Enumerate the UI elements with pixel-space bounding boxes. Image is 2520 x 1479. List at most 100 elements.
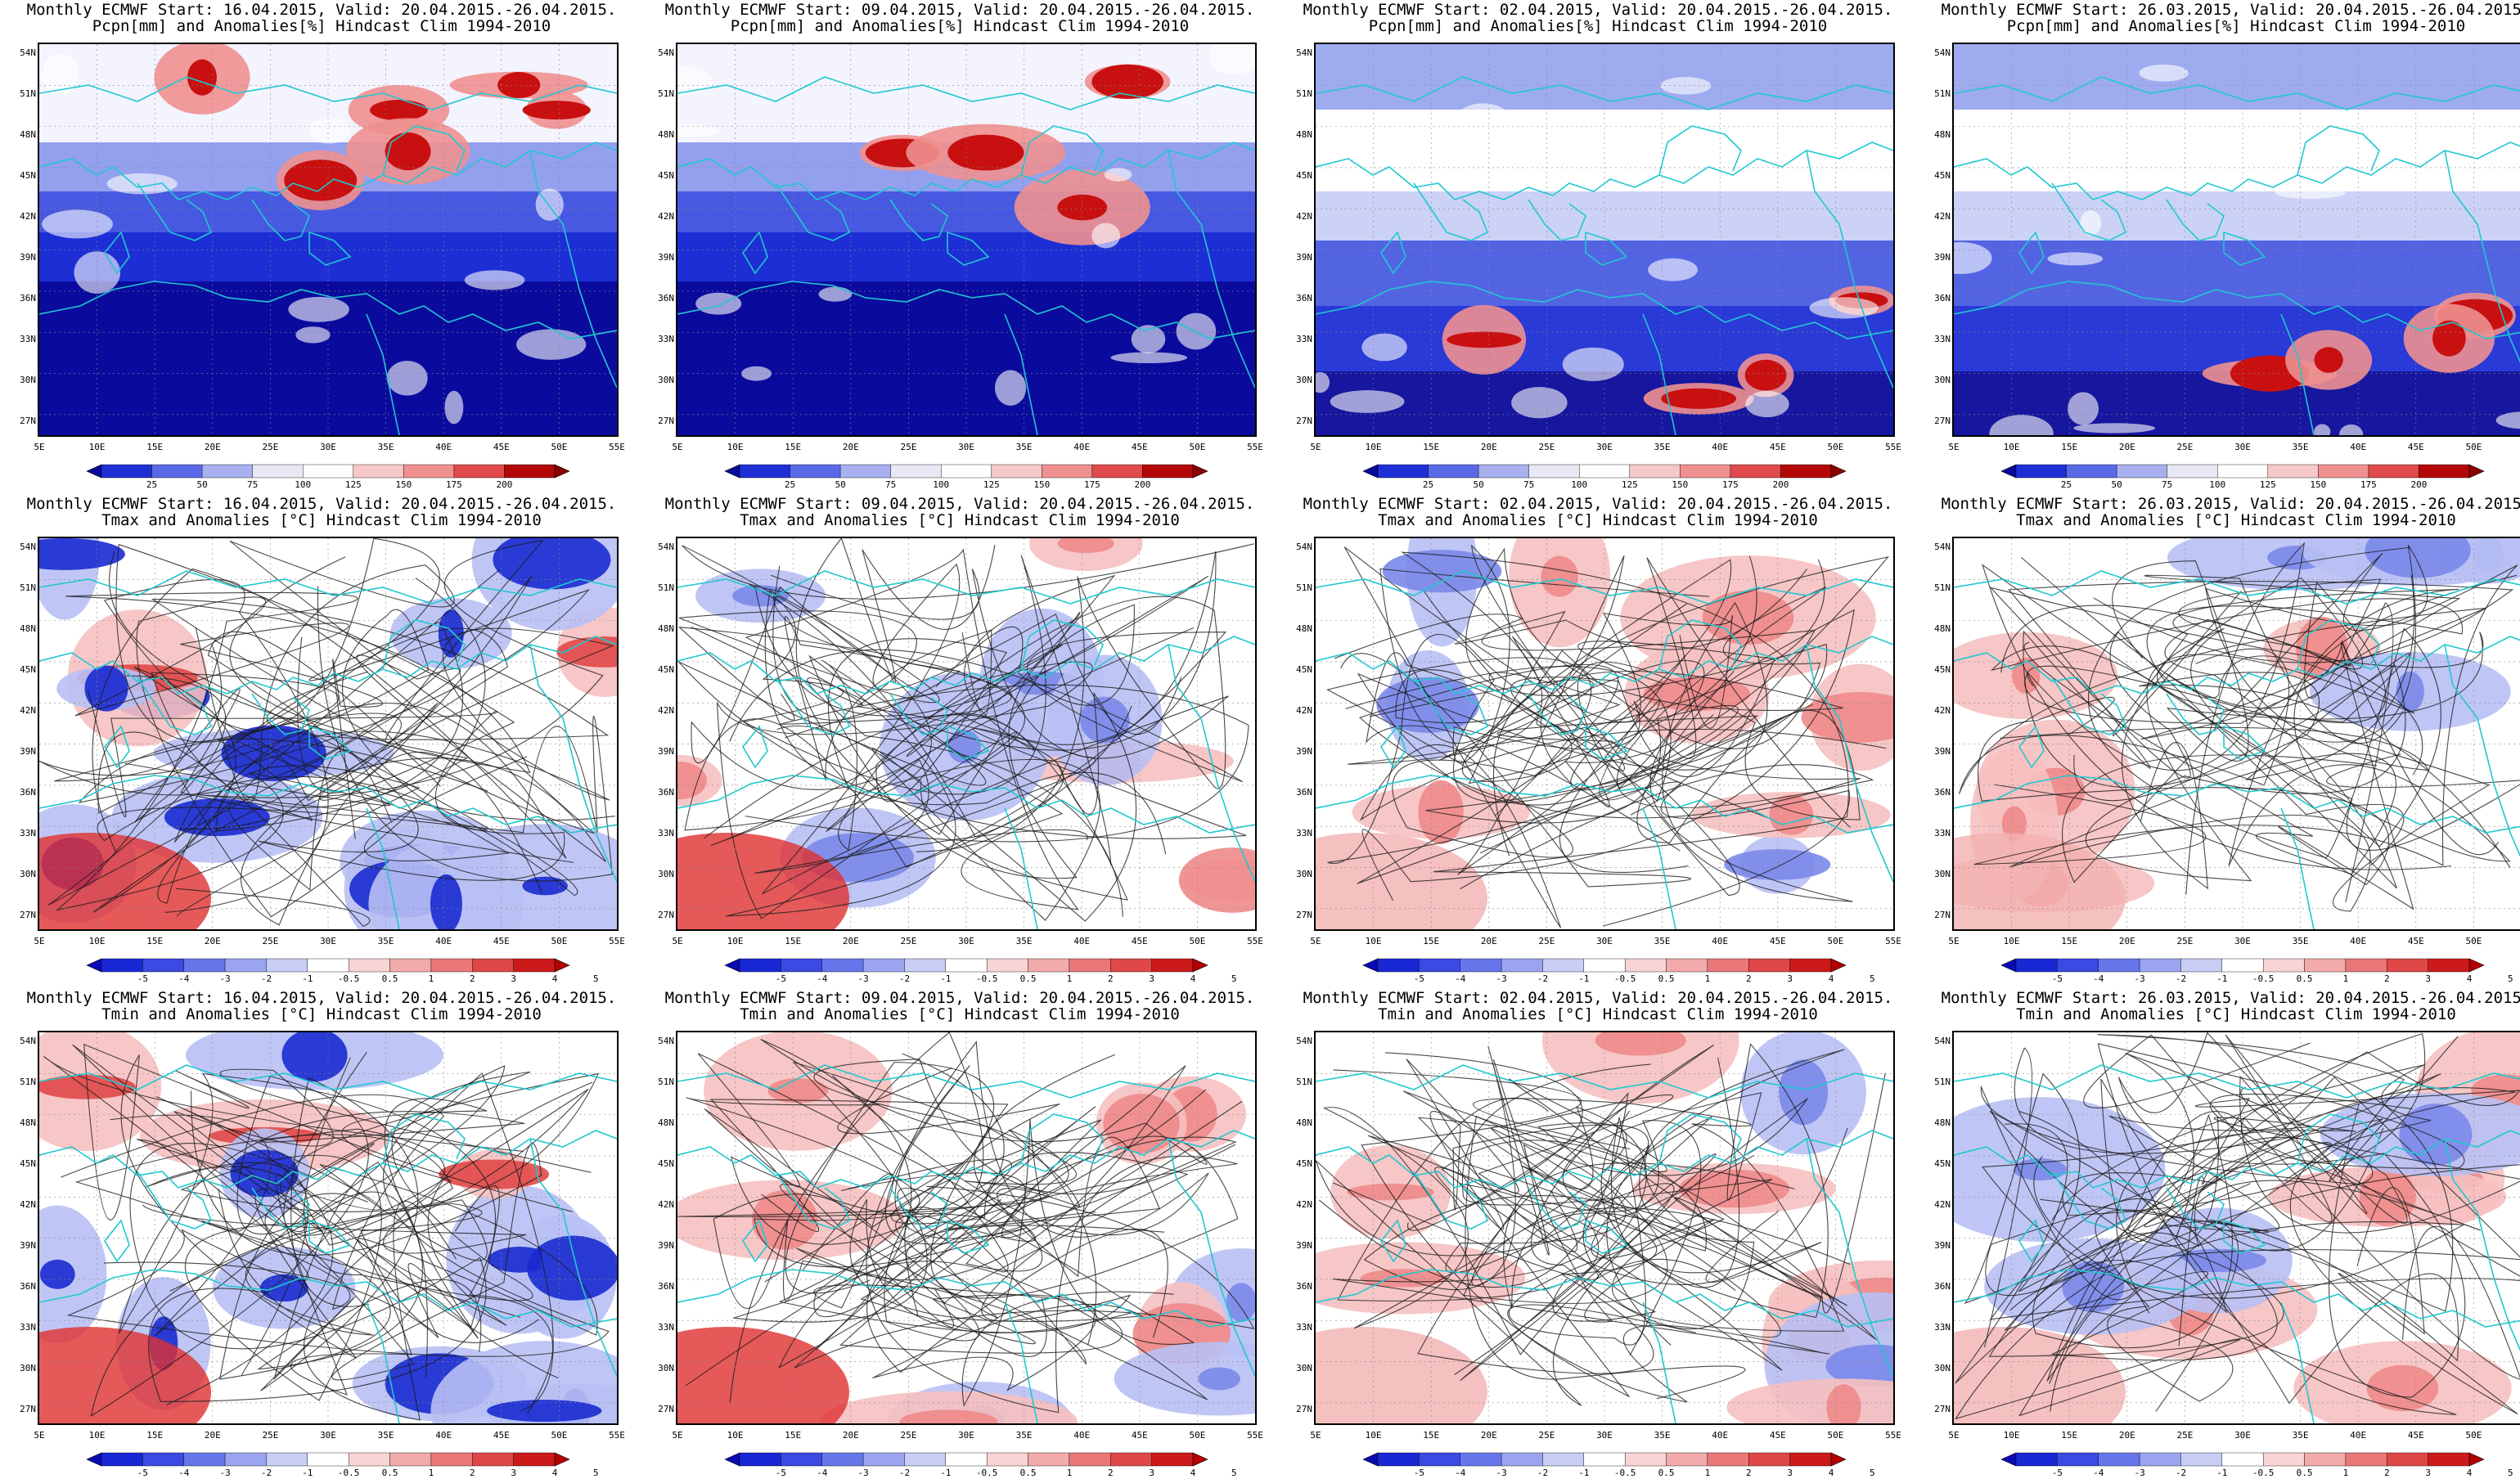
latitude-label: 27N	[658, 416, 674, 426]
longitude-label: 50E	[551, 1430, 568, 1441]
latitude-label: 45N	[1296, 170, 1312, 181]
colorbar-tick-label: 50	[835, 479, 846, 490]
colorbar-segment	[781, 1452, 822, 1467]
colorbar-segment	[1624, 958, 1667, 973]
map-field	[39, 44, 617, 435]
colorbar-segment	[2267, 464, 2319, 479]
longitude-label: 10E	[727, 442, 744, 452]
colorbar-max-arrow	[1192, 1452, 1208, 1467]
forecast-map	[1952, 537, 2520, 931]
longitude-label: 25E	[1538, 442, 1555, 452]
colorbar-tick-label: -0.5	[2252, 973, 2275, 984]
latitude-label: 39N	[20, 252, 36, 263]
longitude-label: 30E	[320, 442, 336, 452]
colorbar-tick-label: -0.5	[975, 1468, 998, 1478]
map-panel: Monthly ECMWF Start: 16.04.2015, Valid: …	[7, 0, 637, 491]
colorbar-tick-label: -4	[178, 973, 190, 984]
longitude-label: 5E	[1310, 936, 1321, 946]
longitude-label: 50E	[1827, 936, 1844, 946]
colorbar-segment	[739, 958, 781, 973]
colorbar-container	[1362, 1452, 1847, 1467]
colorbar-segment	[2345, 1452, 2387, 1467]
map-field	[677, 538, 1255, 929]
colorbar-tick-label: 2	[2383, 1468, 2390, 1478]
colorbar-max-arrow	[1192, 958, 1208, 973]
colorbar-segment	[1028, 958, 1070, 973]
forecast-map	[676, 43, 1257, 437]
longitude-label: 5E	[34, 442, 45, 452]
colorbar-tick-label: -2	[1537, 1468, 1549, 1478]
colorbar-container	[86, 464, 570, 479]
colorbar-segment	[2098, 958, 2140, 973]
latitude-label: 54N	[20, 47, 36, 58]
colorbar-tick-label: 0.5	[2296, 1468, 2313, 1478]
longitude-label: 15E	[146, 442, 164, 452]
latitude-label: 39N	[658, 1240, 674, 1251]
longitude-label: 35E	[1015, 442, 1033, 452]
colorbar-segment	[504, 464, 556, 479]
colorbar-tick-label: 200	[2410, 479, 2428, 490]
forecast-map	[38, 1031, 619, 1425]
longitude-label: 25E	[262, 936, 279, 946]
panel-subtitle: Tmax and Anomalies [°C] Hindcast Clim 19…	[1378, 511, 1818, 529]
colorbar-segment	[2098, 1452, 2140, 1467]
colorbar-tick-label: 200	[1134, 479, 1151, 490]
colorbar-segment	[453, 464, 505, 479]
longitude-label: 40E	[2350, 442, 2367, 452]
colorbar-tick-label: -2	[260, 1468, 272, 1478]
colorbar-segment	[2262, 1452, 2305, 1467]
colorbar-tick-label: -3	[219, 973, 231, 984]
longitude-label: 25E	[900, 442, 917, 452]
colorbar-container	[2000, 1452, 2485, 1467]
latitude-label: 48N	[658, 129, 674, 140]
longitude-label: 55E	[1885, 936, 1901, 946]
latitude-label: 30N	[1296, 869, 1312, 879]
colorbar-tick-label: 125	[344, 479, 362, 490]
latitude-label: 51N	[20, 88, 36, 99]
latitude-label: 33N	[1296, 334, 1312, 344]
latitude-label: 39N	[1296, 252, 1312, 263]
longitude-label: 40E	[435, 1430, 452, 1441]
panel-subtitle: Tmin and Anomalies [°C] Hindcast Clim 19…	[1378, 1005, 1818, 1023]
latitude-label: 48N	[20, 1117, 36, 1128]
colorbar-tick-label: -2	[2175, 973, 2187, 984]
colorbar-segment	[389, 1452, 432, 1467]
colorbar-segment	[151, 464, 203, 479]
colorbar-segment	[201, 464, 253, 479]
colorbar-segment	[2419, 464, 2470, 479]
map-field	[677, 1032, 1255, 1423]
latitude-label: 48N	[1296, 129, 1312, 140]
latitude-label: 39N	[658, 746, 674, 757]
colorbar-max-arrow	[1830, 464, 1847, 479]
latitude-label: 27N	[20, 910, 36, 920]
colorbar-tick-label: 4	[2466, 1468, 2473, 1478]
colorbar-segment	[1069, 958, 1111, 973]
latitude-label: 30N	[1934, 375, 1951, 385]
colorbar-segment	[353, 464, 404, 479]
colorbar-tick-label: -0.5	[337, 973, 360, 984]
panel-title: Monthly ECMWF Start: 16.04.2015, Valid: …	[26, 1, 617, 19]
latitude-label: 27N	[20, 1404, 36, 1414]
colorbar-tick-label: 2	[1745, 973, 1752, 984]
latitude-label: 36N	[20, 787, 36, 798]
latitude-label: 54N	[20, 542, 36, 552]
colorbar-container	[2000, 464, 2485, 479]
longitude-label: 20E	[204, 1430, 221, 1441]
colorbar-container	[2000, 958, 2485, 973]
colorbar-tick-label: -1	[1578, 1468, 1590, 1478]
colorbar	[1362, 464, 1847, 479]
latitude-label: 51N	[658, 582, 674, 593]
map-field	[1316, 1032, 1893, 1423]
map-panel: Monthly ECMWF Start: 26.03.2015, Valid: …	[1921, 494, 2520, 985]
latitude-label: 45N	[1934, 170, 1951, 181]
longitude-label: 35E	[2292, 1430, 2309, 1441]
colorbar-tick-label: 25	[1422, 479, 1434, 490]
panel-title: Monthly ECMWF Start: 26.03.2015, Valid: …	[1941, 989, 2520, 1007]
colorbar-segment	[839, 464, 891, 479]
longitude-label: 45E	[1131, 442, 1148, 452]
colorbar-segment	[389, 958, 432, 973]
latitude-label: 30N	[1934, 869, 1951, 879]
colorbar-tick-label: 2	[469, 973, 475, 984]
colorbar-segment	[862, 1452, 905, 1467]
longitude-label: 45E	[493, 1430, 510, 1441]
